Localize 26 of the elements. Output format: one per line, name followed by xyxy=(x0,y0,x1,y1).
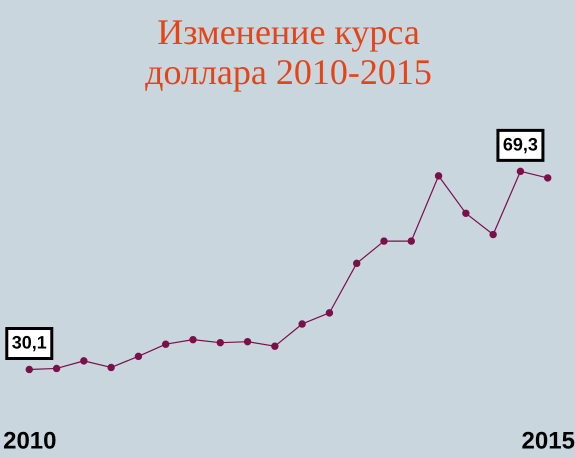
point xyxy=(544,174,552,182)
data-label: 30,1 xyxy=(12,332,47,352)
text: Изменение курса xyxy=(157,12,420,52)
point xyxy=(271,342,279,350)
point xyxy=(408,237,415,245)
point xyxy=(434,172,442,180)
x-tick-label: 2015 xyxy=(522,428,575,454)
point xyxy=(216,338,224,346)
data-label: 69,3 xyxy=(502,134,538,154)
text: доллара 2010-2015 xyxy=(145,52,432,92)
point xyxy=(244,338,252,346)
point xyxy=(107,364,115,372)
point xyxy=(326,309,334,317)
point xyxy=(353,260,360,268)
point xyxy=(489,230,497,238)
point xyxy=(26,366,33,374)
point xyxy=(380,237,388,245)
point xyxy=(80,357,88,365)
point xyxy=(162,340,170,348)
point xyxy=(52,364,60,372)
point xyxy=(134,352,142,360)
point xyxy=(298,320,306,328)
point xyxy=(462,210,470,217)
x-tick-label: 2010 xyxy=(3,428,56,454)
point xyxy=(189,336,197,344)
point xyxy=(516,168,524,176)
